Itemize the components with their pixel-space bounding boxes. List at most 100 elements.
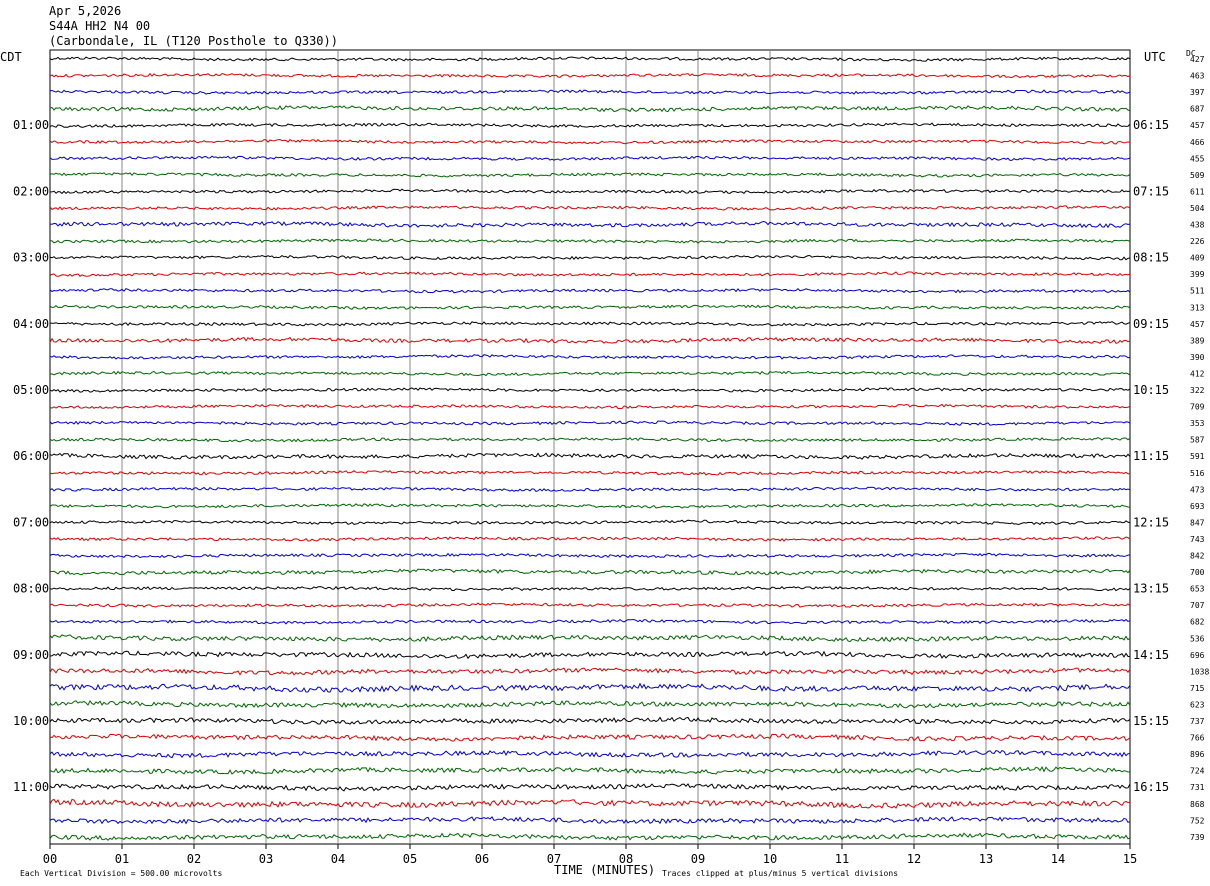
trace-line-20 <box>49 370 1131 377</box>
utc-hour-label: 15:15 <box>1133 714 1169 728</box>
trace-line-17 <box>49 321 1131 327</box>
trace-line-3 <box>49 89 1131 95</box>
cdt-hour-label: 03:00 <box>13 251 49 265</box>
trace-line-37 <box>49 650 1131 660</box>
dc-offset-label: 457 <box>1190 320 1205 329</box>
cdt-hour-label: 07:00 <box>13 515 49 529</box>
x-tick-label: 06 <box>475 852 489 866</box>
trace-line-21 <box>49 387 1131 393</box>
trace-line-11 <box>49 220 1131 229</box>
trace-line-15 <box>49 287 1131 294</box>
dc-offset-label: 587 <box>1190 436 1205 445</box>
dc-offset-label: 509 <box>1190 171 1205 180</box>
dc-offset-label: 399 <box>1190 270 1205 279</box>
trace-line-8 <box>49 172 1131 178</box>
dc-offset-label: 696 <box>1190 651 1205 660</box>
trace-line-28 <box>49 503 1131 509</box>
x-tick-label: 13 <box>979 852 993 866</box>
minute-gridlines <box>121 50 1059 844</box>
dc-offset-label: 466 <box>1190 138 1205 147</box>
utc-hour-label: 14:15 <box>1133 648 1169 662</box>
utc-hour-label: 07:15 <box>1133 184 1169 198</box>
utc-hour-label: 09:15 <box>1133 317 1169 331</box>
trace-line-18 <box>49 336 1131 344</box>
cdt-hour-label: 05:00 <box>13 383 49 397</box>
dc-offset-label: 313 <box>1190 303 1205 312</box>
dc-offset-label: 438 <box>1190 221 1205 230</box>
trace-line-29 <box>49 519 1131 526</box>
trace-line-34 <box>49 602 1131 608</box>
dc-offset-label: 389 <box>1190 336 1205 345</box>
trace-line-24 <box>49 436 1131 443</box>
trace-line-6 <box>49 138 1131 145</box>
dc-offset-label: 463 <box>1190 72 1205 81</box>
dc-offset-label: 847 <box>1190 518 1205 527</box>
x-tick-label: 03 <box>259 852 273 866</box>
trace-line-44 <box>49 766 1131 775</box>
utc-hour-label: 11:15 <box>1133 449 1169 463</box>
x-tick-label: 14 <box>1051 852 1065 866</box>
trace-line-36 <box>49 634 1131 643</box>
dc-offset-label: 715 <box>1190 684 1205 693</box>
left-axis-label: CDT <box>0 50 22 64</box>
trace-line-10 <box>49 205 1131 211</box>
trace-line-26 <box>49 470 1131 476</box>
cdt-hour-label: 11:00 <box>13 780 49 794</box>
dc-offset-label: 896 <box>1190 750 1205 759</box>
dc-offset-label: 504 <box>1190 204 1205 213</box>
dc-offset-label: 511 <box>1190 287 1205 296</box>
trace-line-12 <box>49 238 1131 244</box>
trace-line-40 <box>49 700 1131 709</box>
dc-offset-label: 707 <box>1190 601 1205 610</box>
trace-line-41 <box>49 716 1131 725</box>
x-tick-label: 15 <box>1123 852 1137 866</box>
trace-line-27 <box>49 486 1131 492</box>
dc-offset-label: 682 <box>1190 618 1205 627</box>
trace-line-39 <box>49 682 1131 693</box>
dc-offset-label: 693 <box>1190 502 1205 511</box>
x-tick-label: 12 <box>907 852 921 866</box>
trace-line-25 <box>49 452 1131 460</box>
utc-hour-label: 13:15 <box>1133 582 1169 596</box>
trace-line-14 <box>49 271 1131 278</box>
utc-hour-label: 06:15 <box>1133 118 1169 132</box>
dc-offset-label: 412 <box>1190 369 1205 378</box>
dc-offset-label: 623 <box>1190 700 1205 709</box>
trace-line-33 <box>49 585 1131 592</box>
dc-offset-label: 687 <box>1190 105 1205 114</box>
trace-line-4 <box>49 105 1131 113</box>
trace-group <box>49 56 1131 841</box>
dc-offset-label: 842 <box>1190 552 1205 561</box>
x-tick-label: 10 <box>763 852 777 866</box>
x-tick-label: 05 <box>403 852 417 866</box>
dc-offset-labels: 427 463 397 687 457 466 455 509 611 504 438 226 409 3… <box>1190 55 1209 842</box>
x-tick-label: 08 <box>619 852 633 866</box>
dc-offset-label: 766 <box>1190 734 1205 743</box>
cdt-hour-label: 08:00 <box>13 582 49 596</box>
dc-offset-label: 737 <box>1190 717 1205 726</box>
x-axis-title: TIME (MINUTES) <box>554 863 655 877</box>
utc-hour-label: 16:15 <box>1133 780 1169 794</box>
trace-line-1 <box>49 56 1131 62</box>
dc-offset-label: 611 <box>1190 187 1205 196</box>
header-location: (Carbondale, IL (T120 Posthole to Q330)) <box>49 34 338 48</box>
cdt-hour-label: 10:00 <box>13 714 49 728</box>
x-tick-label: 11 <box>835 852 849 866</box>
dc-offset-label: 724 <box>1190 767 1205 776</box>
right-column-label: DC <box>1186 49 1196 58</box>
utc-hour-label: 08:15 <box>1133 251 1169 265</box>
trace-line-35 <box>49 618 1131 625</box>
x-tick-label: 02 <box>187 852 201 866</box>
dc-offset-label: 653 <box>1190 585 1205 594</box>
dc-offset-label: 536 <box>1190 634 1205 643</box>
dc-offset-label: 731 <box>1190 783 1205 792</box>
trace-line-22 <box>49 403 1131 410</box>
utc-hour-label: 12:15 <box>1133 515 1169 529</box>
trace-line-32 <box>49 568 1131 576</box>
cdt-hour-label: 04:00 <box>13 317 49 331</box>
header-date: Apr 5,2026 <box>49 4 121 18</box>
x-tick-label: 00 <box>43 852 57 866</box>
dc-offset-label: 868 <box>1190 800 1205 809</box>
dc-offset-label: 457 <box>1190 121 1205 130</box>
